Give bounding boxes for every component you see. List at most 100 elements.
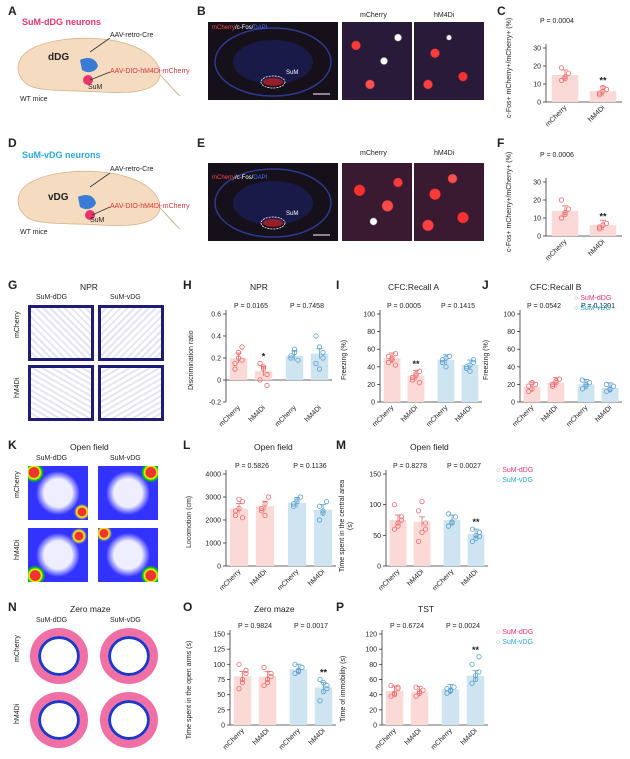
data-point [288, 353, 294, 359]
data-point [558, 65, 565, 71]
data-point [264, 371, 270, 378]
ylabel-m: Time spent in the central area (s) [339, 479, 354, 573]
bar [589, 91, 617, 102]
chart-f: 0 10 20 30 mCherry hM4Di ** [533, 178, 622, 262]
data-point [529, 386, 535, 392]
data-point [239, 676, 246, 683]
region-sum-a: SuM [88, 84, 103, 91]
y-tick-label: 25 [217, 707, 225, 714]
data-point [416, 689, 423, 695]
ylabel-p: Time of immobility (s) [340, 655, 347, 722]
y-tick-label: 50 [373, 533, 381, 540]
data-point [445, 523, 452, 529]
data-point [562, 211, 568, 218]
data-point [603, 381, 610, 388]
data-point [261, 682, 267, 689]
panel-label-f: F [497, 136, 505, 150]
p-value-1: P = 0.0005 [387, 303, 421, 310]
y-tick-label: 2000 [205, 518, 221, 525]
x-tick-label: mCherry [431, 568, 455, 592]
col2-n: SuM-vDG [110, 617, 141, 624]
virus2-d: AAV-DIO-hM4Di-mCherry [110, 203, 190, 210]
data-point [239, 357, 245, 363]
bar [466, 675, 485, 725]
x-tick-label: mCherry [377, 568, 401, 592]
significance-mark: ** [472, 517, 480, 527]
y-tick-label: 0.4 [211, 334, 221, 341]
chart-h: -0.2 0 0.2 0.4 0.6 mCherry hM4Di mCherry hM4Di P … [209, 303, 332, 428]
p-value-2: P = 0.1201 [581, 303, 615, 310]
bar [385, 690, 404, 725]
data-point [470, 357, 477, 363]
x-tick-label: mCherry [218, 568, 242, 592]
ylabel-i: Freezing (%) [341, 339, 348, 380]
y-tick-label: 100 [503, 312, 515, 319]
chart-o: 0 25 50 75 100 125 150 mCherry hM4Di mCherry hM4Di… [213, 623, 336, 751]
data-point [320, 679, 327, 686]
data-point [291, 349, 298, 356]
y-tick-label: 40 [507, 364, 515, 371]
ylabel-l: Locomotion (cm) [186, 495, 193, 548]
data-point [320, 508, 326, 514]
micrograph-mcherry-e [342, 163, 412, 241]
bar [601, 387, 619, 402]
title-i: CFC:Recall A [388, 282, 440, 292]
x-tick-label: mCherry [511, 404, 535, 428]
data-point [463, 364, 470, 370]
bar [577, 384, 595, 402]
y-tick-label: 10 [533, 216, 541, 223]
legend-1: ○ SuM-dDG ○ SuM-vDG [574, 295, 612, 312]
x-tick-label: hM4Di [460, 568, 480, 588]
data-point [579, 377, 586, 383]
x-tick-label: hM4Di [540, 404, 560, 424]
data-point [295, 357, 301, 363]
x-tick-label: mCherry [565, 404, 589, 428]
data-point [395, 684, 401, 690]
y-tick-label: 150 [369, 472, 381, 479]
y-tick-label: 60 [507, 347, 515, 354]
y-tick-label: 80 [507, 329, 515, 336]
data-point [313, 333, 319, 339]
bar [285, 355, 304, 380]
data-point [290, 501, 297, 507]
virus1-d: AAV-retro-Cre [110, 166, 154, 173]
data-point [451, 684, 457, 690]
p-value-1: P = 0.0542 [527, 303, 561, 310]
data-point [413, 693, 419, 699]
data-point [320, 689, 327, 695]
data-point [469, 680, 475, 686]
significance-mark: ** [412, 359, 420, 369]
data-point [558, 215, 565, 221]
bar [229, 358, 248, 380]
x-tick-label: mCherry [278, 727, 302, 751]
data-point [291, 346, 298, 352]
data-point [316, 344, 323, 350]
col-hm4di-b: hM4Di [434, 12, 455, 19]
data-point [549, 381, 556, 388]
track-g-2 [98, 305, 164, 361]
data-point [467, 368, 473, 374]
x-tick-label: mCherry [425, 404, 449, 428]
data-point [413, 371, 419, 377]
ylabel-f: c-Fos+ mCherry+/mCherry+ (%) [506, 151, 513, 252]
col-hm4di-e: hM4Di [434, 150, 455, 157]
data-point [419, 498, 425, 505]
bar [314, 687, 333, 725]
panel-label-b: B [197, 4, 206, 18]
panel-label-p: P [336, 600, 345, 614]
virus2-a: AAV-DIO-hM4Di-mCherry [110, 68, 190, 75]
data-point [596, 226, 603, 232]
data-point [610, 383, 617, 389]
y-tick-label: 100 [363, 312, 375, 319]
brain-section-e: mCherry/c-Fos/DAPI SuM [208, 163, 338, 241]
data-point [443, 364, 449, 370]
data-point [232, 366, 238, 372]
data-point [463, 365, 470, 372]
bar [523, 387, 541, 402]
y-tick-label: 0 [221, 723, 225, 730]
col2-g: SuM-vDG [110, 294, 141, 301]
heatmap-k-2 [98, 466, 158, 520]
x-tick-label: mCherry [371, 404, 395, 428]
data-point [562, 209, 568, 216]
